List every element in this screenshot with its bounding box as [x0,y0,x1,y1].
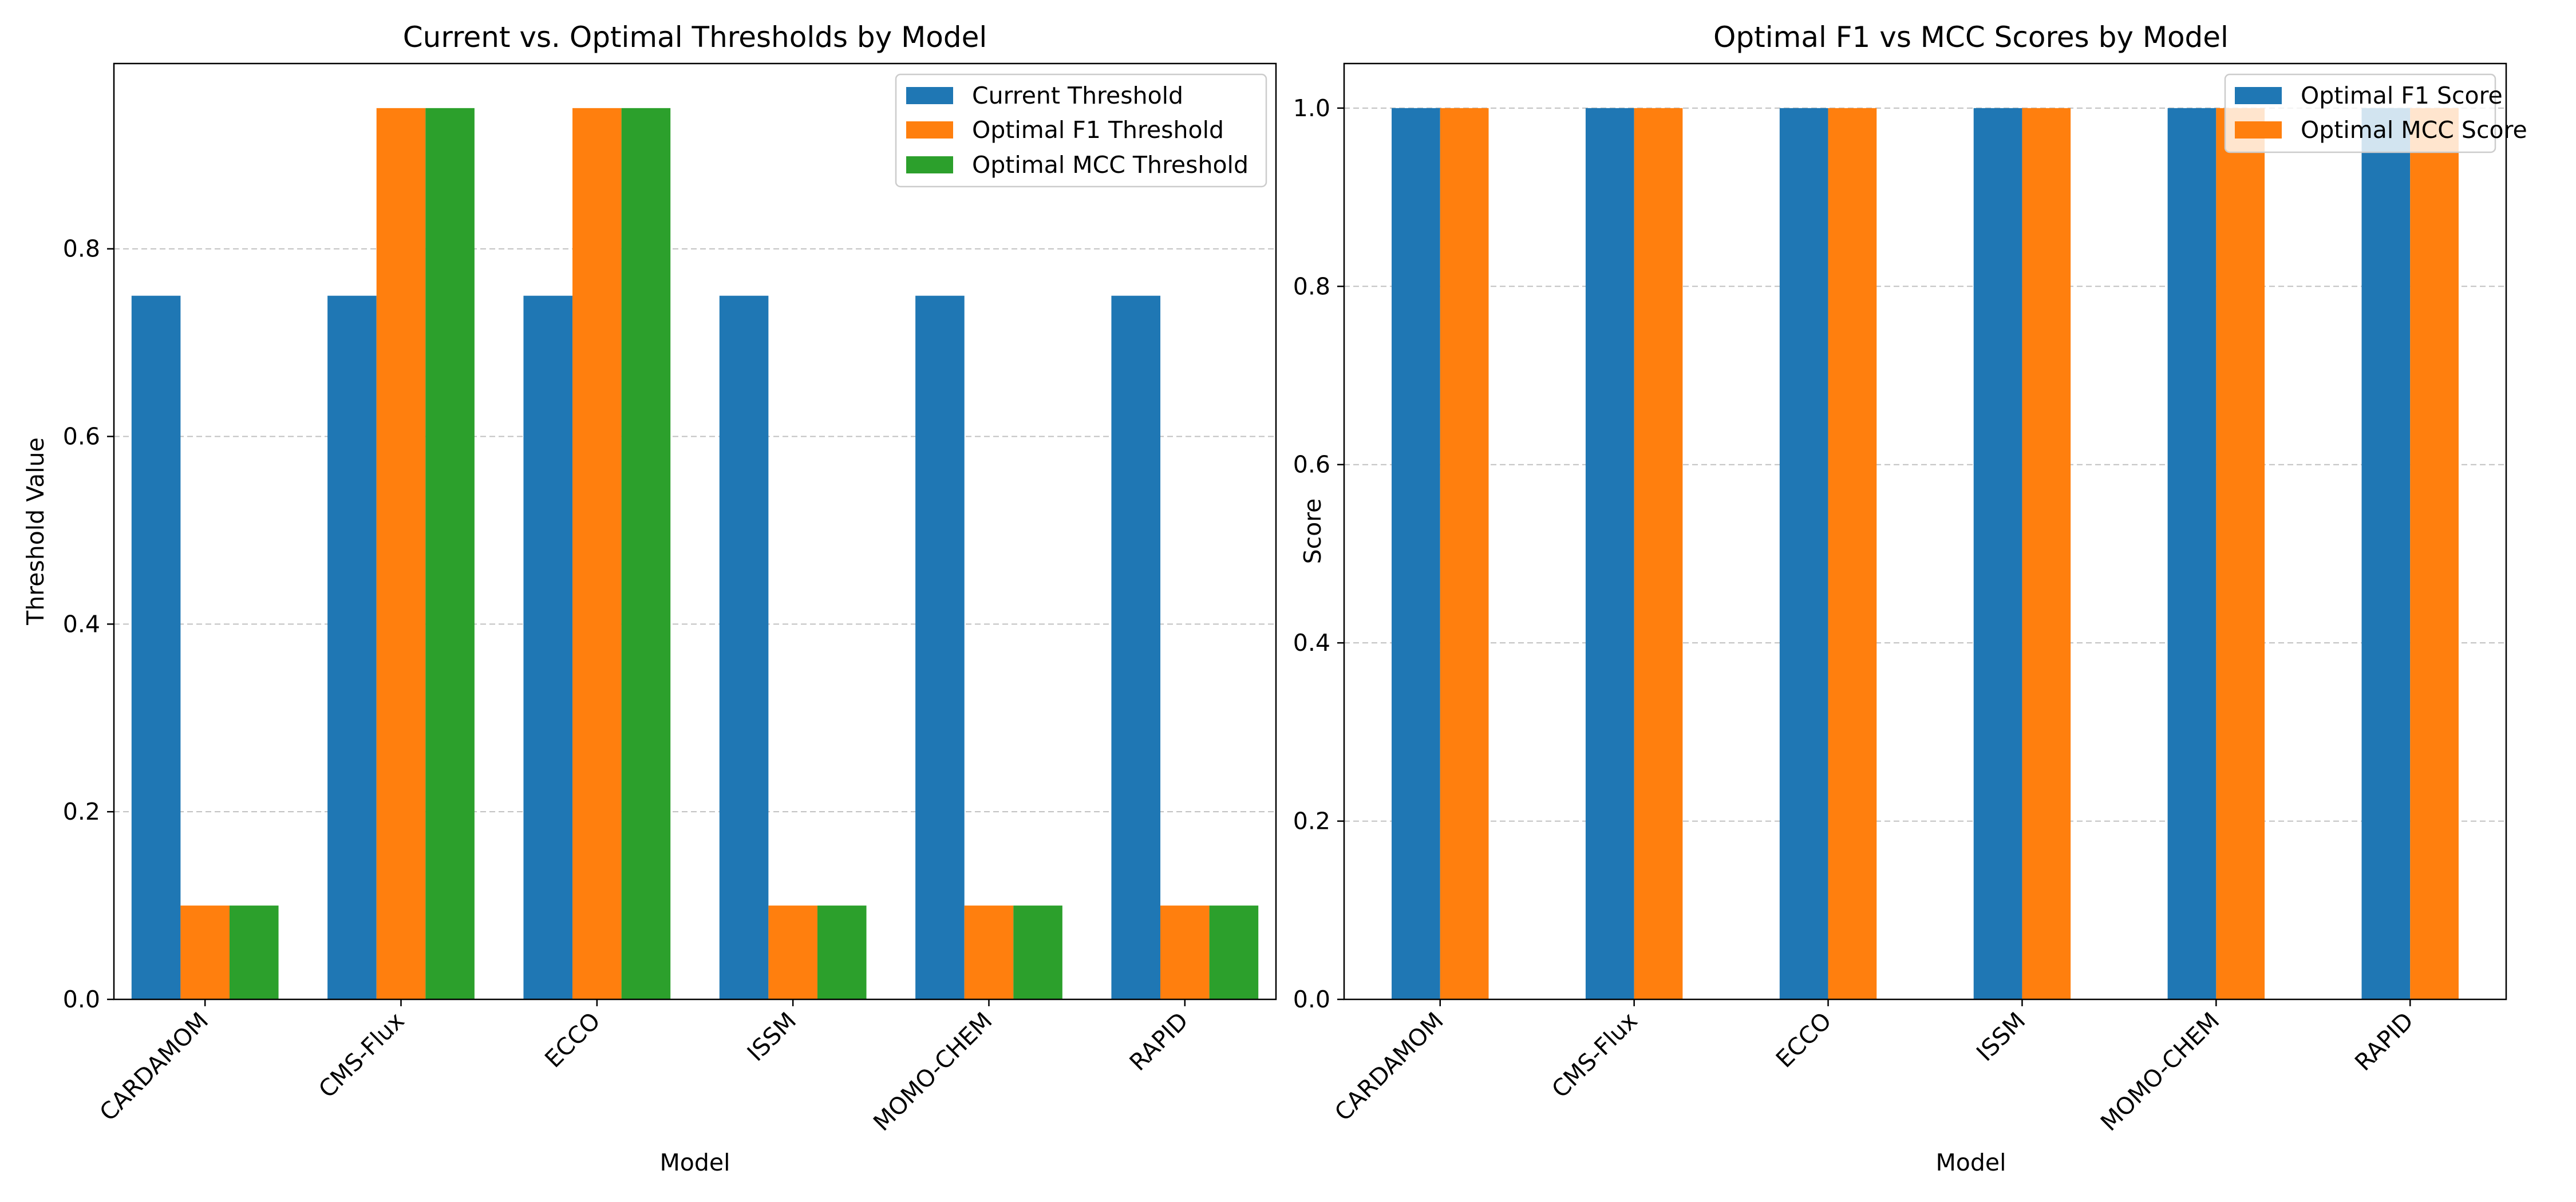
legend: Optimal F1 Score Optimal MCC Score [2224,73,2527,153]
y-tick-label: 0.6 [1293,451,1330,479]
x-tick-label: MOMO-CHEM [2095,1007,2225,1136]
x-ticks: CARDAMOM CMS-Flux ECCO ISSM MOMO-CHEM RAPID [94,999,1194,1136]
bar-current-threshold-cms-flux [327,295,377,999]
x-tick-label: RAPID [2349,1007,2419,1076]
bar-optimal-f1-score-cms-flux [1585,108,1634,999]
bar-optimal-f1-threshold-ecco [572,108,622,999]
x-tick-label: CARDAMOM [94,1007,214,1126]
chart-title: Current vs. Optimal Thresholds by Model [403,21,987,54]
bar-optimal-mcc-threshold-cardamom [229,906,279,999]
bar-optimal-mcc-score-ecco [1828,108,1877,999]
bar-optimal-f1-threshold-cms-flux [376,108,426,999]
legend-swatch [2235,121,2282,139]
bar-current-threshold-momo-chem [915,295,965,999]
bars [1392,108,2459,999]
plot-area [114,64,1276,999]
legend: Current Threshold Optimal F1 Threshold O… [895,73,1267,188]
y-tick-label: 0.6 [63,423,100,450]
x-axis-label: Model [659,1149,730,1176]
bar-optimal-f1-score-cardamom [1392,108,1440,999]
legend-entry: Optimal F1 Score [2301,82,2503,109]
x-tick-label: ISSM [1971,1007,2030,1066]
bar-current-threshold-issm [719,295,769,999]
legend-swatch [906,121,953,139]
bar-optimal-f1-score-ecco [1779,108,1828,999]
y-tick-label: 0.8 [1293,272,1330,300]
y-tick-label: 0.0 [1293,986,1330,1013]
y-tick-label: 0.4 [1293,629,1330,657]
y-tick-label: 0.0 [63,986,100,1013]
y-ticks: 0.0 0.2 0.4 0.6 0.8 1.0 [1293,94,1344,1013]
x-tick-label: CARDAMOM [1329,1007,1449,1126]
bar-optimal-mcc-threshold-cms-flux [425,108,475,999]
bar-optimal-mcc-score-cardamom [1440,108,1489,999]
plot-frame [1343,62,2507,1001]
x-tick-label: CMS-Flux [313,1007,409,1103]
bars [131,108,1259,999]
x-tick-label: ISSM [742,1007,801,1066]
bar-optimal-f1-score-momo-chem [2167,108,2217,999]
legend-box [895,73,1267,188]
bar-optimal-mcc-score-issm [2022,108,2071,999]
bar-optimal-f1-threshold-issm [768,906,817,999]
bar-optimal-mcc-threshold-momo-chem [1013,906,1062,999]
bar-optimal-mcc-threshold-rapid [1209,906,1259,999]
gridlines [114,248,1276,813]
y-tick-label: 1.0 [1293,94,1330,122]
y-tick-label: 0.8 [63,235,100,263]
bar-optimal-f1-threshold-momo-chem [964,906,1014,999]
legend-entry: Optimal F1 Threshold [972,116,1224,144]
x-tick-label: RAPID [1124,1007,1194,1076]
bar-optimal-f1-threshold-rapid [1160,906,1210,999]
legend-entry: Optimal MCC Threshold [972,151,1249,179]
threshold-chart: 0.0 0.2 0.4 0.6 0.8 CARDAMOM CMS-Flux ECCO ISSM… [22,21,1277,1176]
bar-optimal-mcc-threshold-issm [817,906,867,999]
bar-optimal-mcc-threshold-ecco [621,108,671,999]
bar-optimal-f1-threshold-cardamom [180,906,230,999]
bar-current-threshold-ecco [523,295,573,999]
legend-entry: Optimal MCC Score [2301,116,2527,144]
y-tick-label: 0.2 [1293,808,1330,835]
x-tick-label: MOMO-CHEM [868,1007,997,1136]
bar-optimal-f1-score-rapid [2361,108,2411,999]
bar-current-threshold-rapid [1111,295,1161,999]
x-ticks: CARDAMOM CMS-Flux ECCO ISSM MOMO-CHEM RAPID [1329,999,2419,1136]
x-tick-label: ECCO [1771,1007,1837,1073]
legend-box [2224,73,2496,153]
x-tick-label: ECCO [539,1007,606,1073]
bar-optimal-mcc-score-momo-chem [2216,108,2265,999]
legend-swatch [906,87,953,104]
bar-optimal-mcc-score-rapid [2410,108,2459,999]
bar-current-threshold-cardamom [131,295,181,999]
bar-optimal-mcc-score-cms-flux [1634,108,1683,999]
bar-optimal-f1-score-issm [1973,108,2022,999]
gridlines [1344,107,2506,822]
legend-swatch [906,156,953,173]
legend-entry: Current Threshold [972,82,1183,109]
y-axis-label: Score [1299,499,1326,564]
y-tick-label: 0.4 [63,610,100,638]
plot-frame [113,62,1277,1001]
legend-swatch [2235,87,2282,104]
chart-title: Optimal F1 vs MCC Scores by Model [1713,21,2229,54]
y-tick-label: 0.2 [63,798,100,825]
y-ticks: 0.0 0.2 0.4 0.6 0.8 [63,235,114,1013]
y-axis-label: Threshold Value [22,437,49,626]
x-tick-label: CMS-Flux [1546,1007,1642,1103]
x-axis-label: Model [1935,1149,2006,1176]
plot-area [1344,64,2506,999]
score-chart: 0.0 0.2 0.4 0.6 0.8 1.0 CARDAMOM CMS-Flux ECCO I… [1293,21,2527,1176]
